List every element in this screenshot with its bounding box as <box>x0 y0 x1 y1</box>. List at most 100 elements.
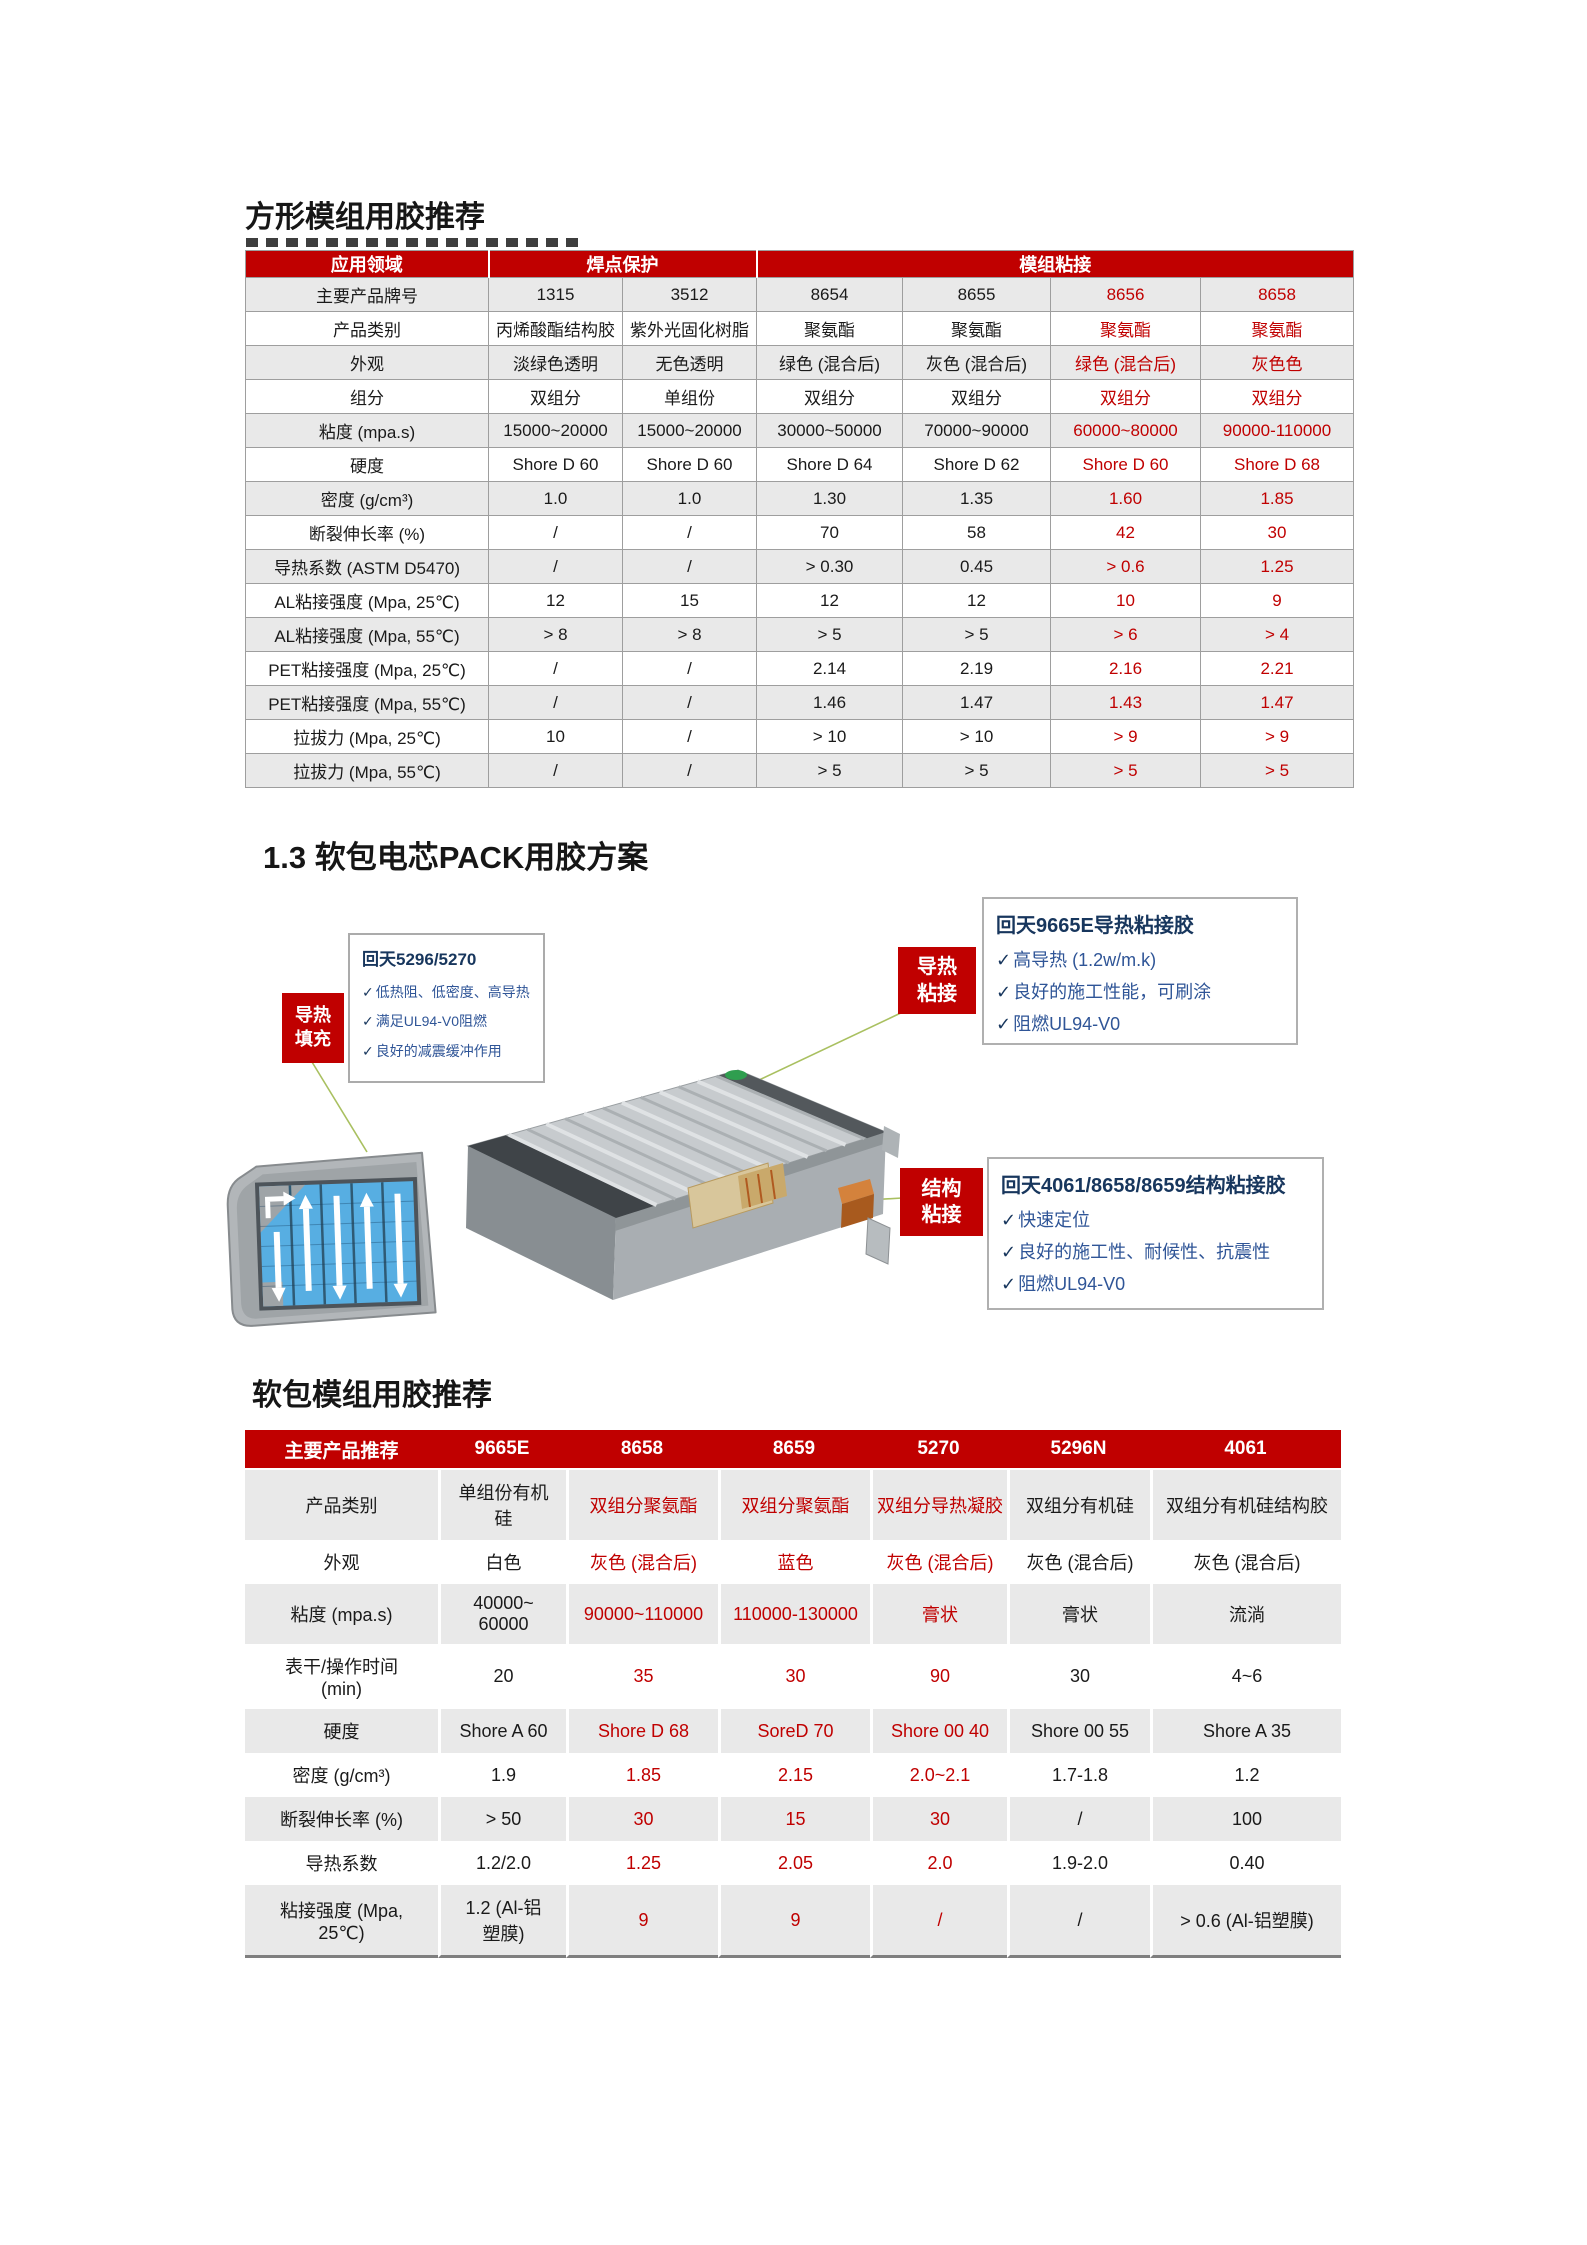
table-cell: / <box>870 1885 1007 1958</box>
table-cell: 1.25 <box>566 1841 718 1885</box>
table-cell: 70 <box>756 515 903 550</box>
table-cell: 膏状 <box>1007 1584 1150 1644</box>
table-row: 粘度 (mpa.s) 15000~20000 15000~20000 30000~50… <box>245 413 1354 448</box>
table-cell: > 8 <box>622 617 757 652</box>
table-header-row: 主要产品推荐 9665E 8658 8659 5270 5296N 4061 <box>245 1430 1341 1470</box>
table-row: 硬度 Shore D 60 Shore D 60 Shore D 64 Shore D … <box>245 447 1354 482</box>
check-icon: ✓ <box>1001 1274 1017 1295</box>
callout-bullet: ✓ 高导热 (1.2w/m.k) <box>996 944 1284 976</box>
table-cell: 1.9-2.0 <box>1007 1841 1150 1885</box>
check-icon: ✓ <box>1001 1242 1017 1263</box>
table-cell: > 5 <box>1050 753 1201 788</box>
table-cell: 绿色 (混合后) <box>1050 345 1201 380</box>
table-cell: 0.45 <box>902 549 1051 584</box>
square-module-adhesive-table: 应用领域 焊点保护 模组粘接 主要产品牌号 1315 3512 8654 8655 865… <box>245 250 1354 788</box>
table-cell: 2.21 <box>1200 651 1354 686</box>
table-cell: > 10 <box>902 719 1051 754</box>
table-cell: / <box>622 515 757 550</box>
table-cell: 30000~50000 <box>756 413 903 448</box>
header-main-products: 主要产品推荐 <box>245 1430 438 1470</box>
table-cell: 灰色 (混合后) <box>902 345 1051 380</box>
callout-bullet: ✓ 良好的施工性能，可刷涂 <box>996 976 1284 1008</box>
table-cell: 1.2 <box>1150 1753 1341 1797</box>
row-label: 组分 <box>245 379 489 414</box>
table-cell: Shore D 60 <box>488 447 623 482</box>
section-title-pouch-module: 软包模组用胶推荐 <box>252 1379 492 1412</box>
table-cell: 2.19 <box>902 651 1051 686</box>
table-cell: 1.0 <box>488 481 623 516</box>
table-cell: Shore D 68 <box>566 1709 718 1753</box>
table-cell: 双组分有机硅结构胶 <box>1150 1470 1341 1540</box>
table-cell: 110000-130000 <box>718 1584 870 1644</box>
table-cell: / <box>622 549 757 584</box>
table-cell: 绿色 (混合后) <box>756 345 903 380</box>
table-cell: 12 <box>902 583 1051 618</box>
row-label: PET粘接强度 (Mpa, 25℃) <box>245 651 489 686</box>
callout-huitian-4061-8658-8659: 回天4061/8658/8659结构粘接胶 ✓ 快速定位 ✓ 良好的施工性、耐候性、抗… <box>987 1157 1324 1310</box>
table-cell: 15 <box>622 583 757 618</box>
table-row: PET粘接强度 (Mpa, 55℃) //1.46 1.47 1.43 1.47 <box>245 685 1354 720</box>
table-cell: 1.25 <box>1200 549 1354 584</box>
row-label: 外观 <box>323 1553 360 1573</box>
table-cell: > 5 <box>756 753 903 788</box>
table-cell: Shore D 64 <box>756 447 903 482</box>
product-header: 9665E <box>438 1430 566 1470</box>
table-cell: 10 <box>1050 583 1201 618</box>
table-cell: 双组分 <box>488 379 623 414</box>
table-cell: 1.0 <box>622 481 757 516</box>
check-icon: ✓ <box>1001 1210 1017 1230</box>
table-cell: 流淌 <box>1150 1584 1341 1644</box>
callout-bullet: ✓ 阻燃UL94-V0 <box>1001 1268 1310 1300</box>
table-cell: > 0.30 <box>756 549 903 584</box>
table-row: 表干/操作时间 (min) 20 35 30 90 30 4~6 <box>245 1644 1341 1709</box>
callout-huitian-9665e: 回天9665E导热粘接胶 ✓ 高导热 (1.2w/m.k) ✓ 良好的施工性能，可刷涂… <box>982 897 1298 1045</box>
battery-module-illustration <box>466 1069 900 1300</box>
table-row: 外观 白色 灰色 (混合后) 蓝色 灰色 (混合后) 灰色 (混合后) 灰色 (混合后) <box>245 1540 1341 1584</box>
label-line: 导热 <box>295 1005 331 1026</box>
table-cell: 双组分 <box>1200 379 1354 414</box>
callout-bullet-list: ✓ 快速定位 ✓ 良好的施工性、耐候性、抗震性 ✓ 阻燃UL94-V0 <box>1001 1204 1310 1300</box>
table-cell: 90000-110000 <box>1200 413 1354 448</box>
table-cell: 10 <box>488 719 623 754</box>
table-cell: > 0.6 <box>1050 549 1201 584</box>
callout-bullet: ✓ 阻燃UL94-V0 <box>996 1008 1284 1040</box>
table-row: 产品类别 丙烯酸酯结构胶 紫外光固化树脂 聚氨酯 聚氨酯 聚氨酯 聚氨酯 <box>245 311 1354 346</box>
table-cell: 1.60 <box>1050 481 1201 516</box>
table-cell: 30 <box>1200 515 1354 550</box>
table-cell: 70000~90000 <box>902 413 1051 448</box>
label-line: 导热 <box>917 956 957 979</box>
table-cell: > 5 <box>1200 753 1354 788</box>
table-cell: > 5 <box>902 753 1051 788</box>
row-label: 产品类别 <box>245 1470 438 1540</box>
table-cell: > 5 <box>756 617 903 652</box>
table-cell: 双组分导热凝胶 <box>870 1470 1007 1540</box>
table-cell: 90 <box>870 1644 1007 1709</box>
table-cell: 双组分有机硅 <box>1007 1470 1150 1540</box>
table-cell: 2.14 <box>756 651 903 686</box>
callout-bullet: ✓ 快速定位 <box>1001 1204 1310 1236</box>
header-module-bonding: 模组粘接 <box>755 250 1354 278</box>
table-cell: / <box>488 549 623 584</box>
row-label: 导热系数 (ASTM D5470) <box>245 549 489 584</box>
table-cell: 淡绿色透明 <box>488 345 623 380</box>
label-line: 粘接 <box>917 982 957 1005</box>
row-label: AL粘接强度 (Mpa, 55℃) <box>245 617 489 652</box>
table-cell: 3512 <box>622 277 757 312</box>
table-cell: 90000~110000 <box>566 1584 718 1644</box>
table-cell: 30 <box>870 1797 1007 1841</box>
table-cell: 15000~20000 <box>622 413 757 448</box>
table-cell: 1.43 <box>1050 685 1201 720</box>
row-label: 断裂伸长率 (%) <box>245 515 489 550</box>
callout-huitian-5296-5270: 回天5296/5270 ✓ 低热阻、低密度、高导热 ✓ 满足UL94-V0阻燃 ✓ 良好的… <box>348 933 545 1083</box>
table-cell: 8656 <box>1050 277 1201 312</box>
callout-title: 回天4061/8658/8659结构粘接胶 <box>1001 1175 1286 1197</box>
table-cell: 1.35 <box>902 481 1051 516</box>
row-label: 密度 (g/cm³) <box>292 1766 391 1786</box>
table-cell: > 8 <box>488 617 623 652</box>
label-line: 粘接 <box>921 1204 962 1226</box>
table-cell: 4~6 <box>1150 1644 1341 1709</box>
table-row: 组分 双组分 单组份 双组分 双组分 双组分 双组分 <box>245 379 1354 414</box>
table-header-row: 应用领域 焊点保护 模组粘接 <box>245 250 1354 278</box>
callout-bullet-list: ✓ 低热阻、低密度、高导热 ✓ 满足UL94-V0阻燃 ✓ 良好的减震缓冲作用 <box>362 978 531 1066</box>
check-icon: ✓ <box>996 950 1012 970</box>
